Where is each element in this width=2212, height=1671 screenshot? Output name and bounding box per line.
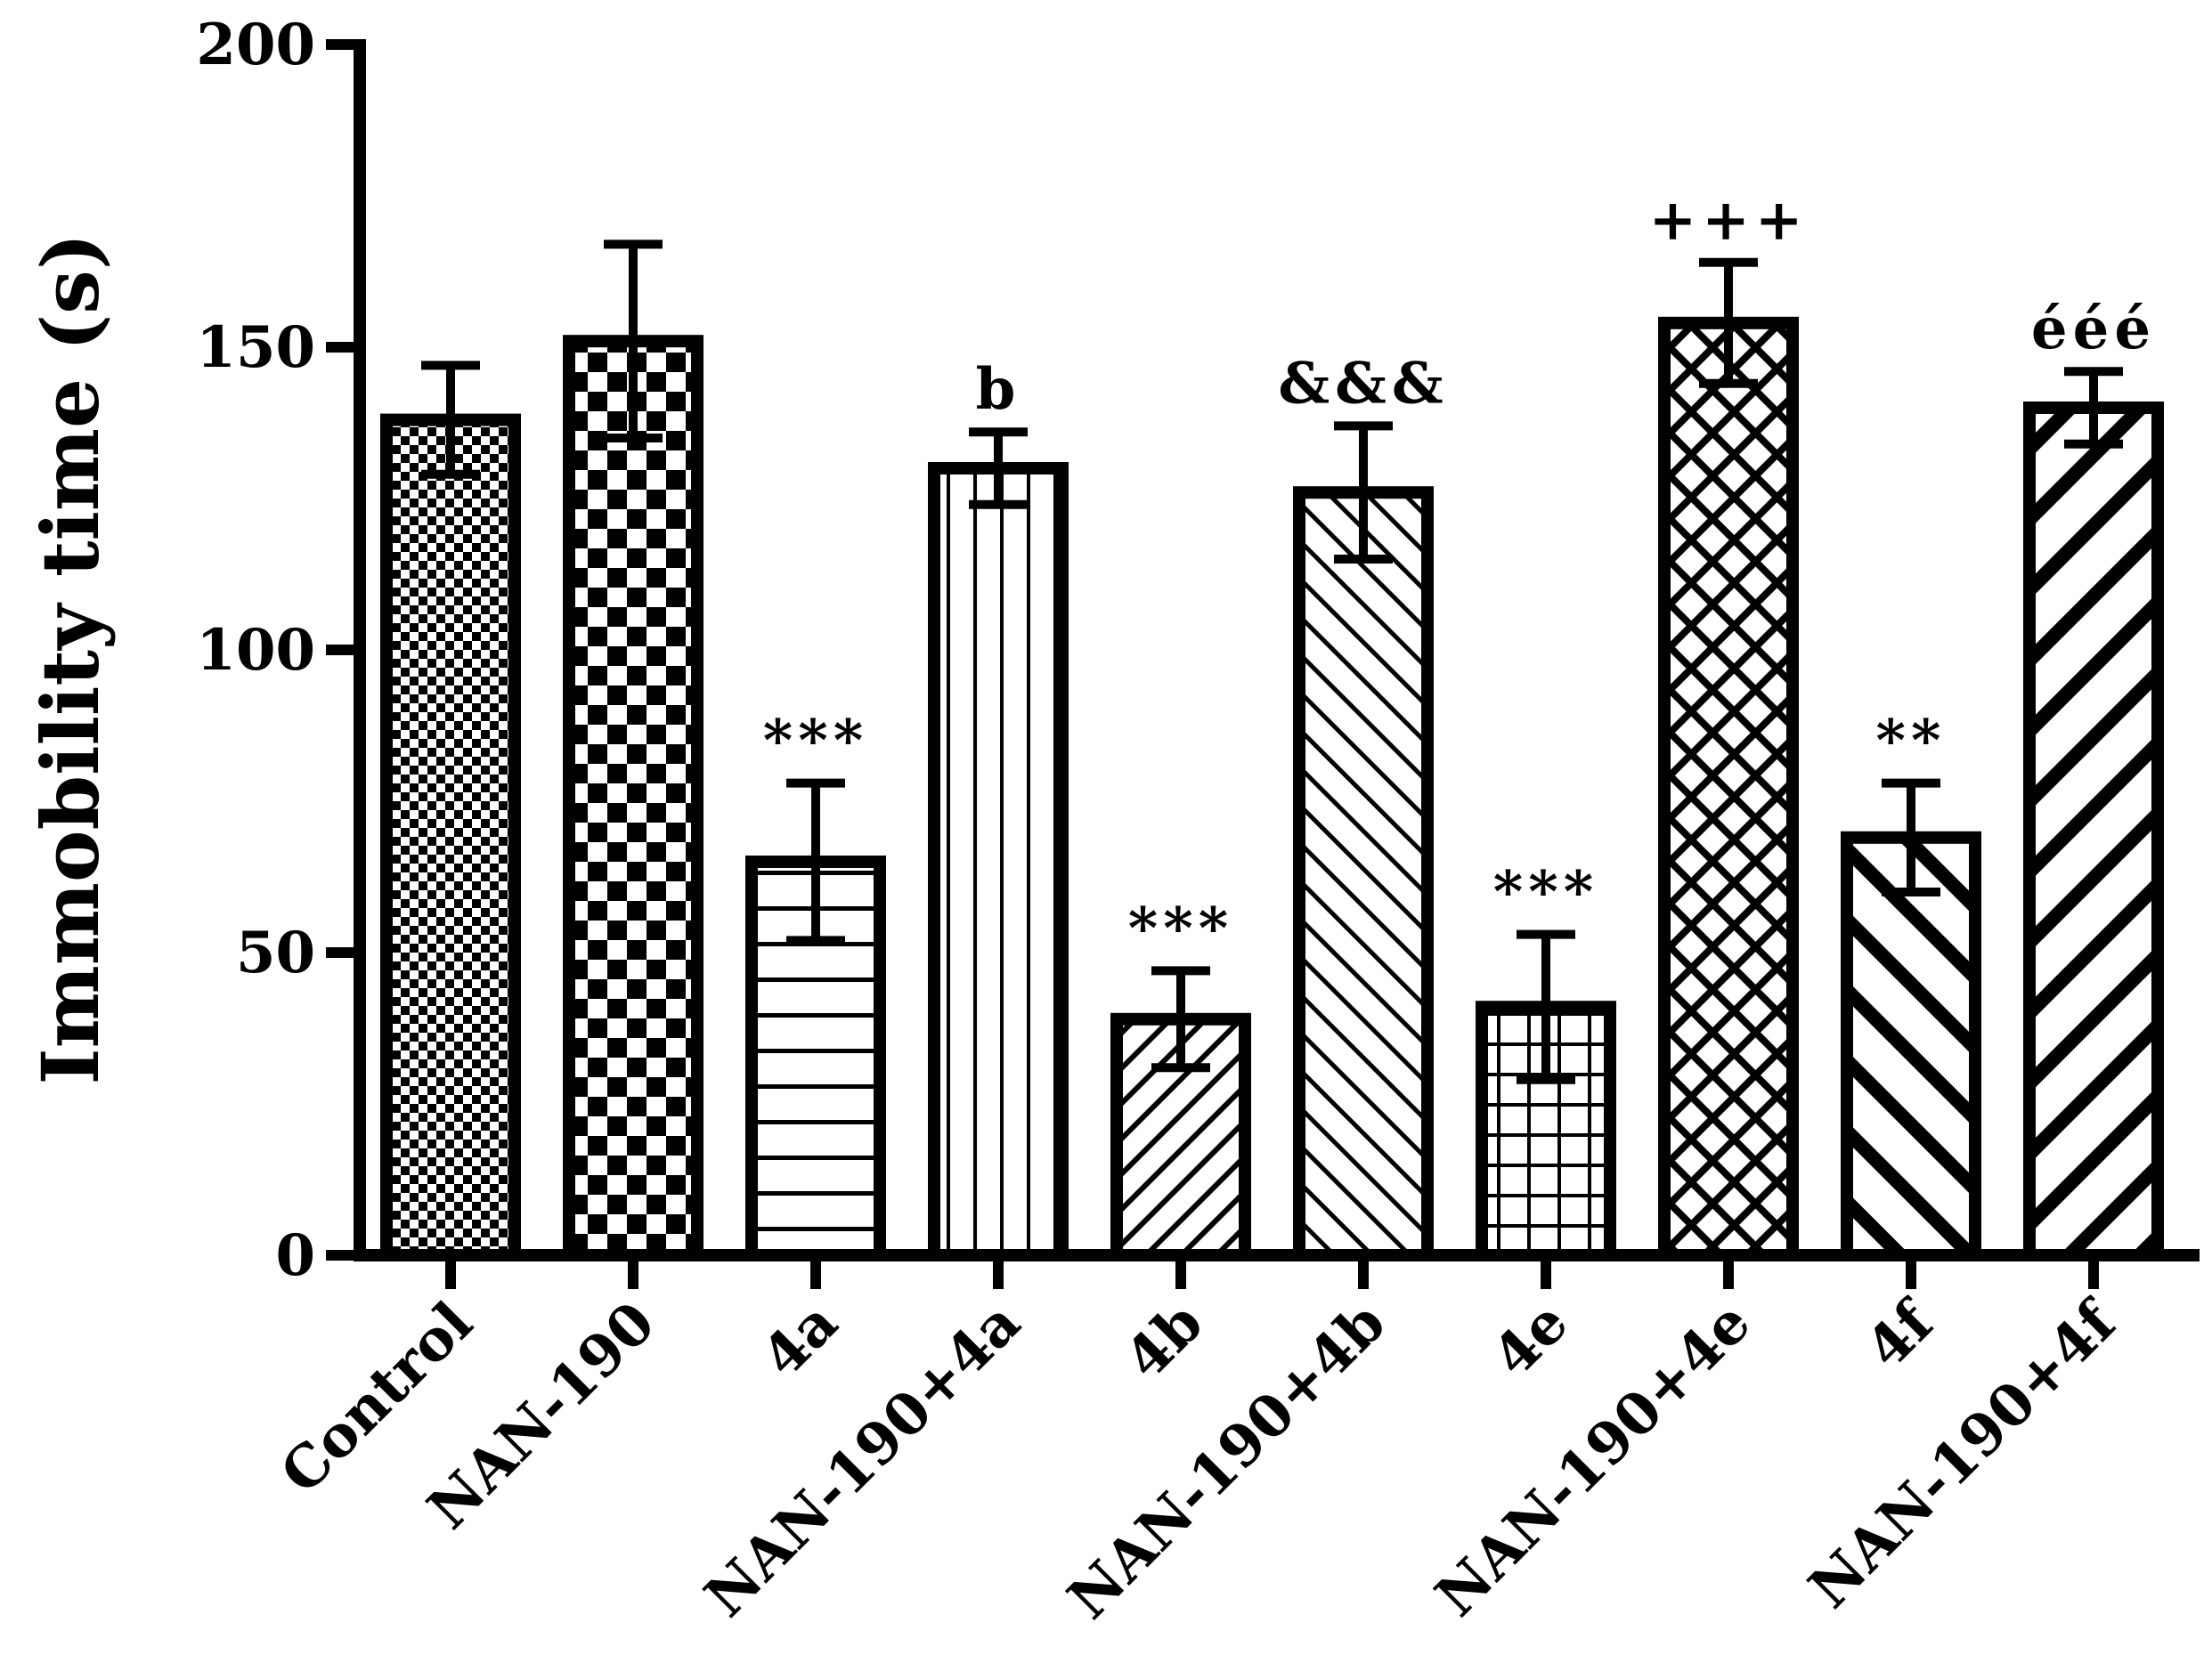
- significance-label: +++: [1649, 187, 1809, 254]
- significance-label: ***: [1493, 859, 1598, 926]
- y-ticks-group: 0 50 100 150 200: [196, 12, 360, 1289]
- bar-nan-190: [563, 335, 703, 1262]
- x-tick-label: 4b: [1112, 1289, 1216, 1392]
- bar-nan-190-4e: [1658, 316, 1799, 1261]
- x-tick-label: NAN-190+4a: [692, 1289, 1033, 1630]
- y-axis-label: Immobility time (s): [24, 233, 117, 1085]
- y-tick-label: 100: [196, 617, 315, 684]
- y-tick-label: 150: [196, 314, 315, 381]
- x-tick-label: 4f: [1853, 1287, 1948, 1382]
- x-tick-label: NAN-190+4f: [1796, 1287, 2130, 1621]
- x-tick-label: NAN-190+4b: [1055, 1289, 1398, 1632]
- significance-label: ***: [763, 708, 868, 775]
- significance-label: ***: [1128, 895, 1233, 961]
- bar-4f: [1841, 831, 1981, 1261]
- bar-nan-190-4b: [1293, 486, 1434, 1261]
- annotations-group: *** b *** &&& *** +++ ** ééé: [763, 187, 2156, 962]
- x-tick-label: 4e: [1480, 1289, 1581, 1390]
- bar-control: [380, 413, 521, 1262]
- significance-label: &&&: [1278, 350, 1448, 417]
- bars-group: [380, 316, 2164, 1262]
- bar-nan-190-4f: [2023, 402, 2164, 1261]
- y-tick-label: 200: [196, 12, 315, 78]
- significance-label: **: [1876, 708, 1947, 775]
- significance-label: ééé: [2031, 296, 2156, 362]
- y-tick-label: 50: [236, 920, 315, 986]
- bar-nan-190-4a: [928, 462, 1069, 1261]
- error-bars-group: [421, 239, 2123, 1084]
- x-tick-label: NAN-190+4e: [1423, 1289, 1763, 1629]
- significance-label: b: [976, 356, 1021, 423]
- y-tick-label: 0: [275, 1222, 315, 1289]
- x-tick-label: 4a: [749, 1289, 850, 1391]
